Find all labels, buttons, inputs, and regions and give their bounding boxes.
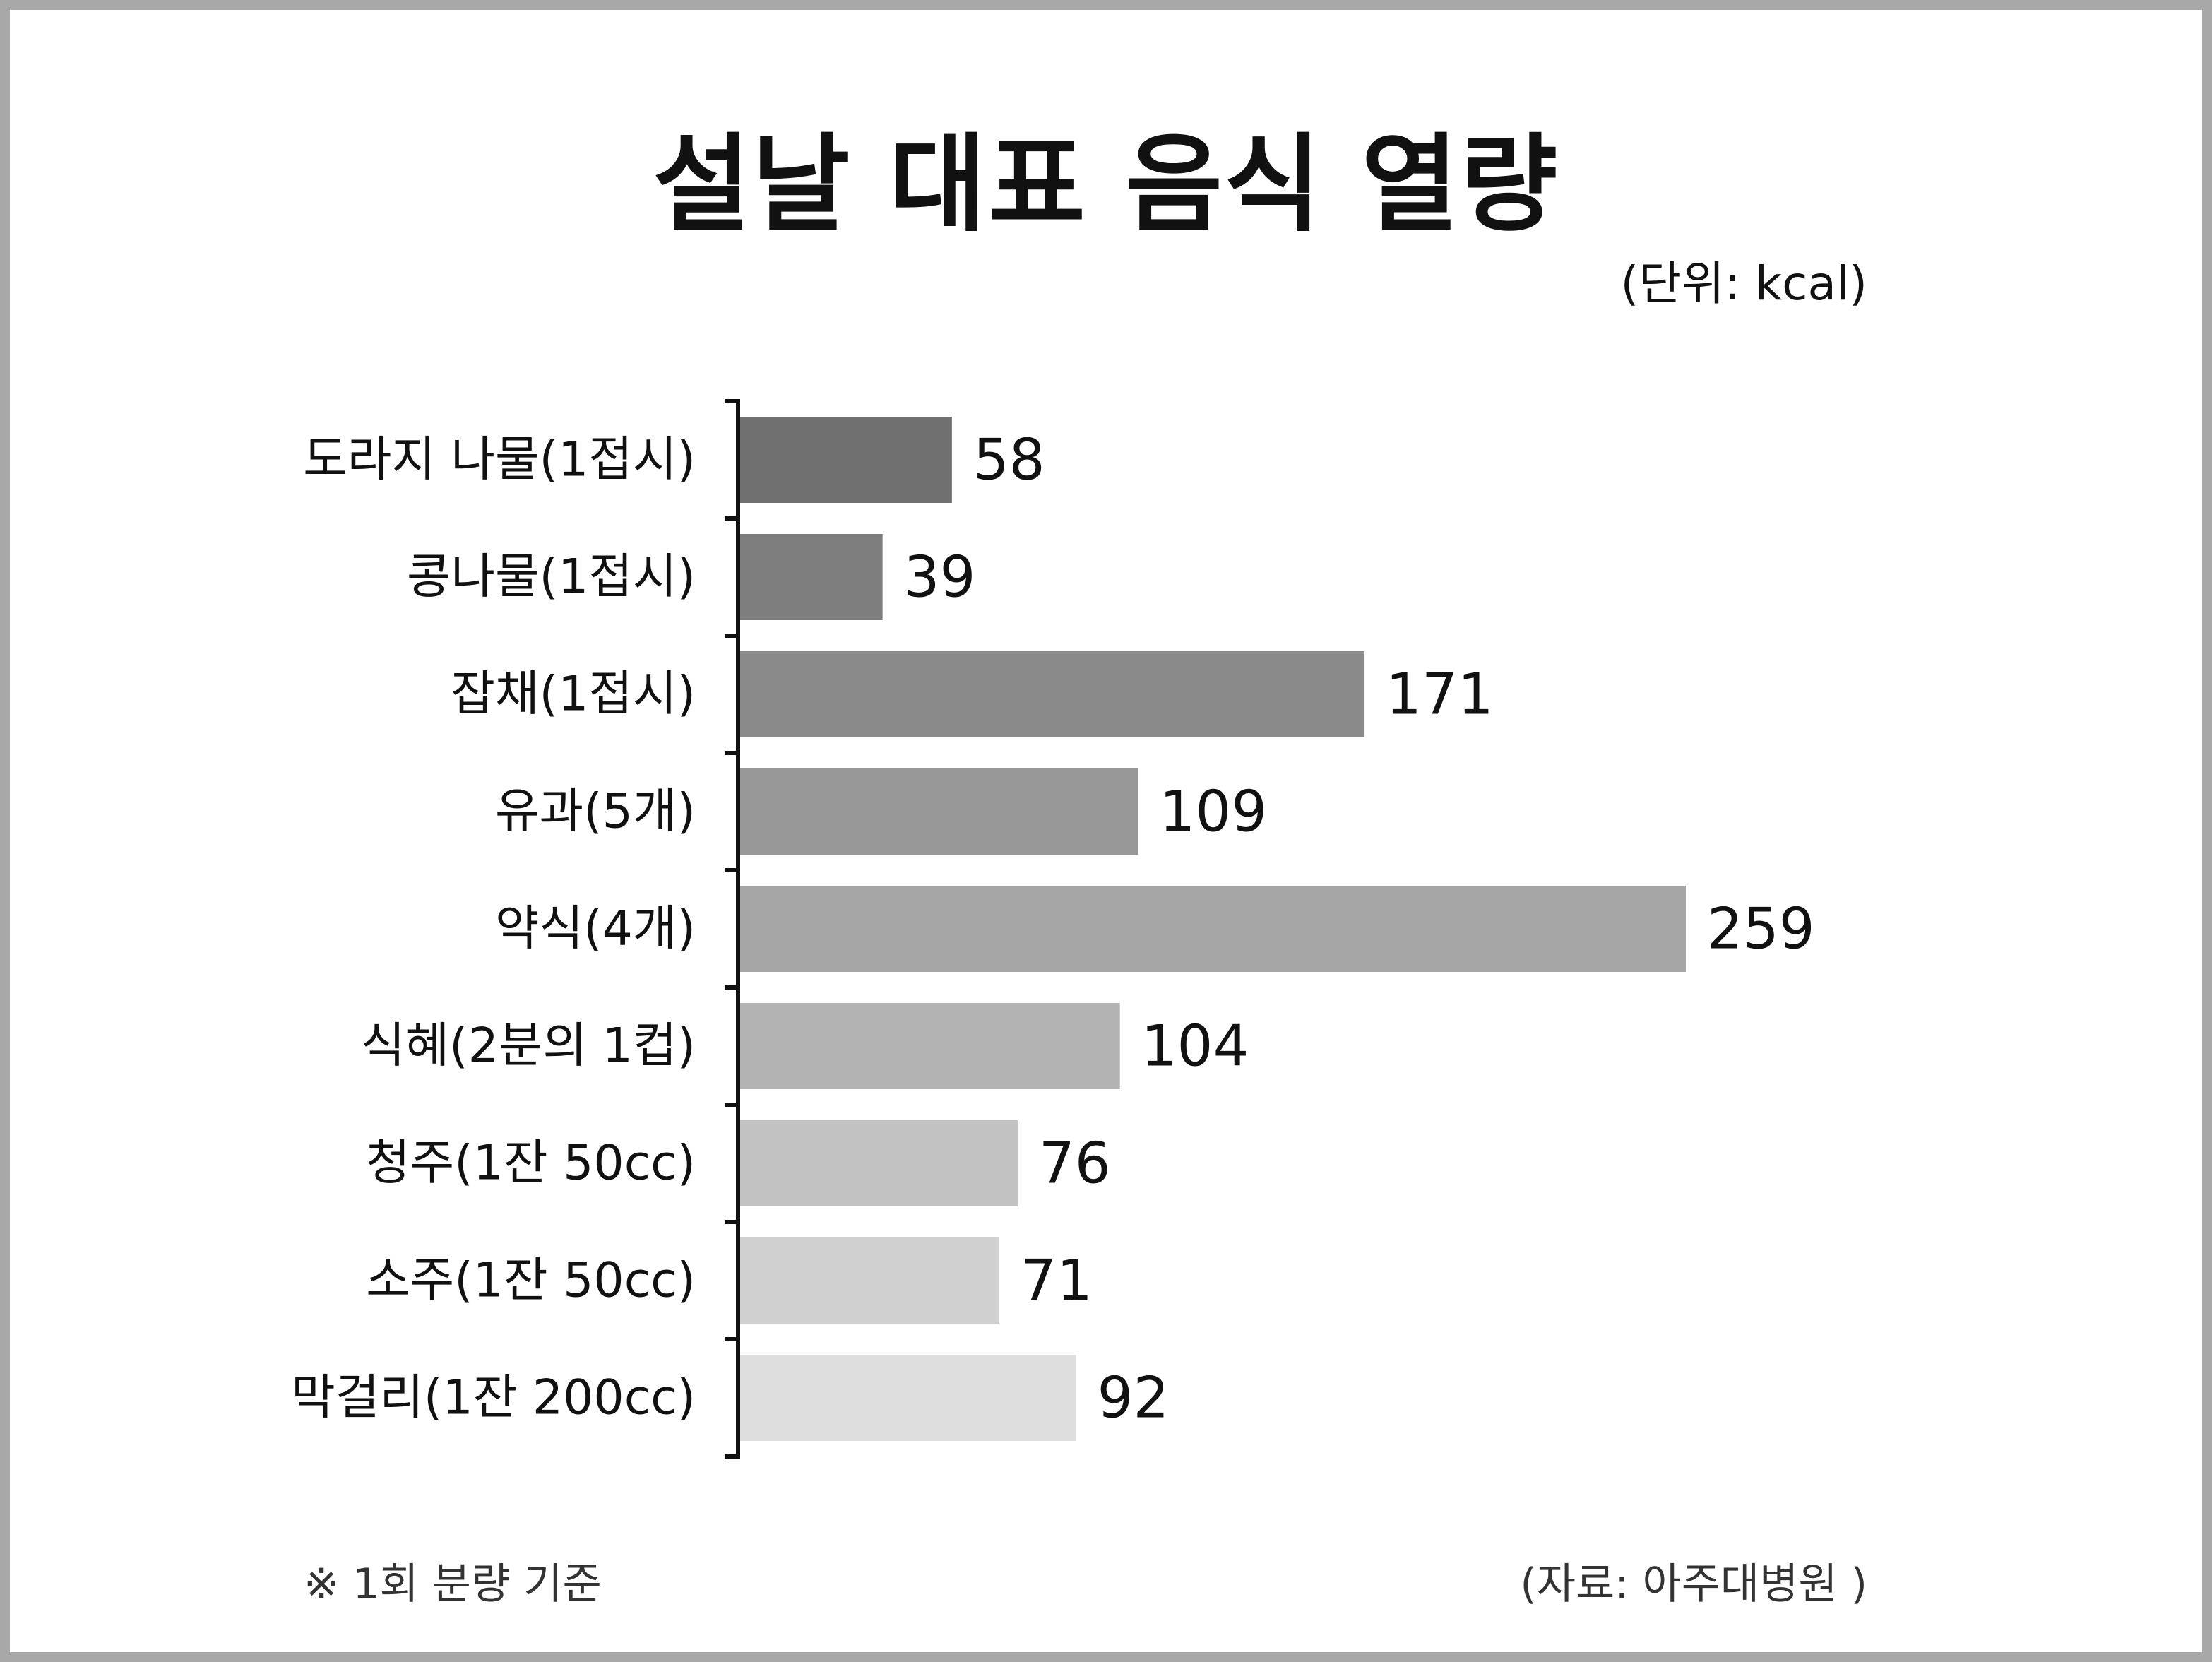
category-label: 식혜(2분의 1컵) bbox=[361, 1019, 696, 1074]
value-label: 58 bbox=[973, 427, 1045, 493]
bar bbox=[740, 534, 883, 620]
value-label: 171 bbox=[1386, 662, 1494, 728]
category-label: 콩나물(1접시) bbox=[407, 550, 696, 605]
chart-title: 설날 대표 음식 열량 bbox=[653, 124, 1559, 247]
category-label: 청주(1잔 50cc) bbox=[366, 1136, 696, 1192]
unit-label: (단위: kcal) bbox=[1620, 256, 1867, 311]
footnote: ※ 1회 분량 기준 bbox=[304, 1560, 602, 1609]
bar bbox=[740, 1237, 1000, 1324]
bars bbox=[740, 417, 1686, 1441]
value-label: 76 bbox=[1039, 1131, 1111, 1197]
category-label: 약식(4개) bbox=[495, 901, 696, 957]
category-label: 소주(1잔 50cc) bbox=[366, 1253, 696, 1309]
bar bbox=[740, 1120, 1018, 1206]
category-label: 막걸리(1잔 200cc) bbox=[291, 1370, 696, 1426]
bar bbox=[740, 651, 1365, 737]
value-label: 71 bbox=[1021, 1248, 1093, 1314]
bar bbox=[740, 417, 952, 503]
bar bbox=[740, 768, 1138, 855]
bar bbox=[740, 1003, 1120, 1089]
category-axis bbox=[725, 399, 740, 1459]
category-label: 유과(5개) bbox=[495, 784, 696, 840]
value-label: 109 bbox=[1160, 779, 1268, 845]
value-label: 39 bbox=[904, 545, 976, 610]
category-label: 잡채(1접시) bbox=[451, 667, 696, 723]
value-label: 92 bbox=[1098, 1365, 1170, 1431]
source-note: (자료: 아주대병원 ) bbox=[1520, 1560, 1867, 1609]
category-labels: 도라지 나물(1접시) 콩나물(1접시) 잡채(1접시) 유과(5개) 약식(4개) 식혜… bbox=[291, 432, 696, 1426]
bar bbox=[740, 1355, 1076, 1441]
value-label: 104 bbox=[1141, 1014, 1249, 1079]
category-label: 도라지 나물(1접시) bbox=[303, 432, 696, 488]
bar bbox=[740, 886, 1686, 972]
value-label: 259 bbox=[1707, 896, 1815, 962]
